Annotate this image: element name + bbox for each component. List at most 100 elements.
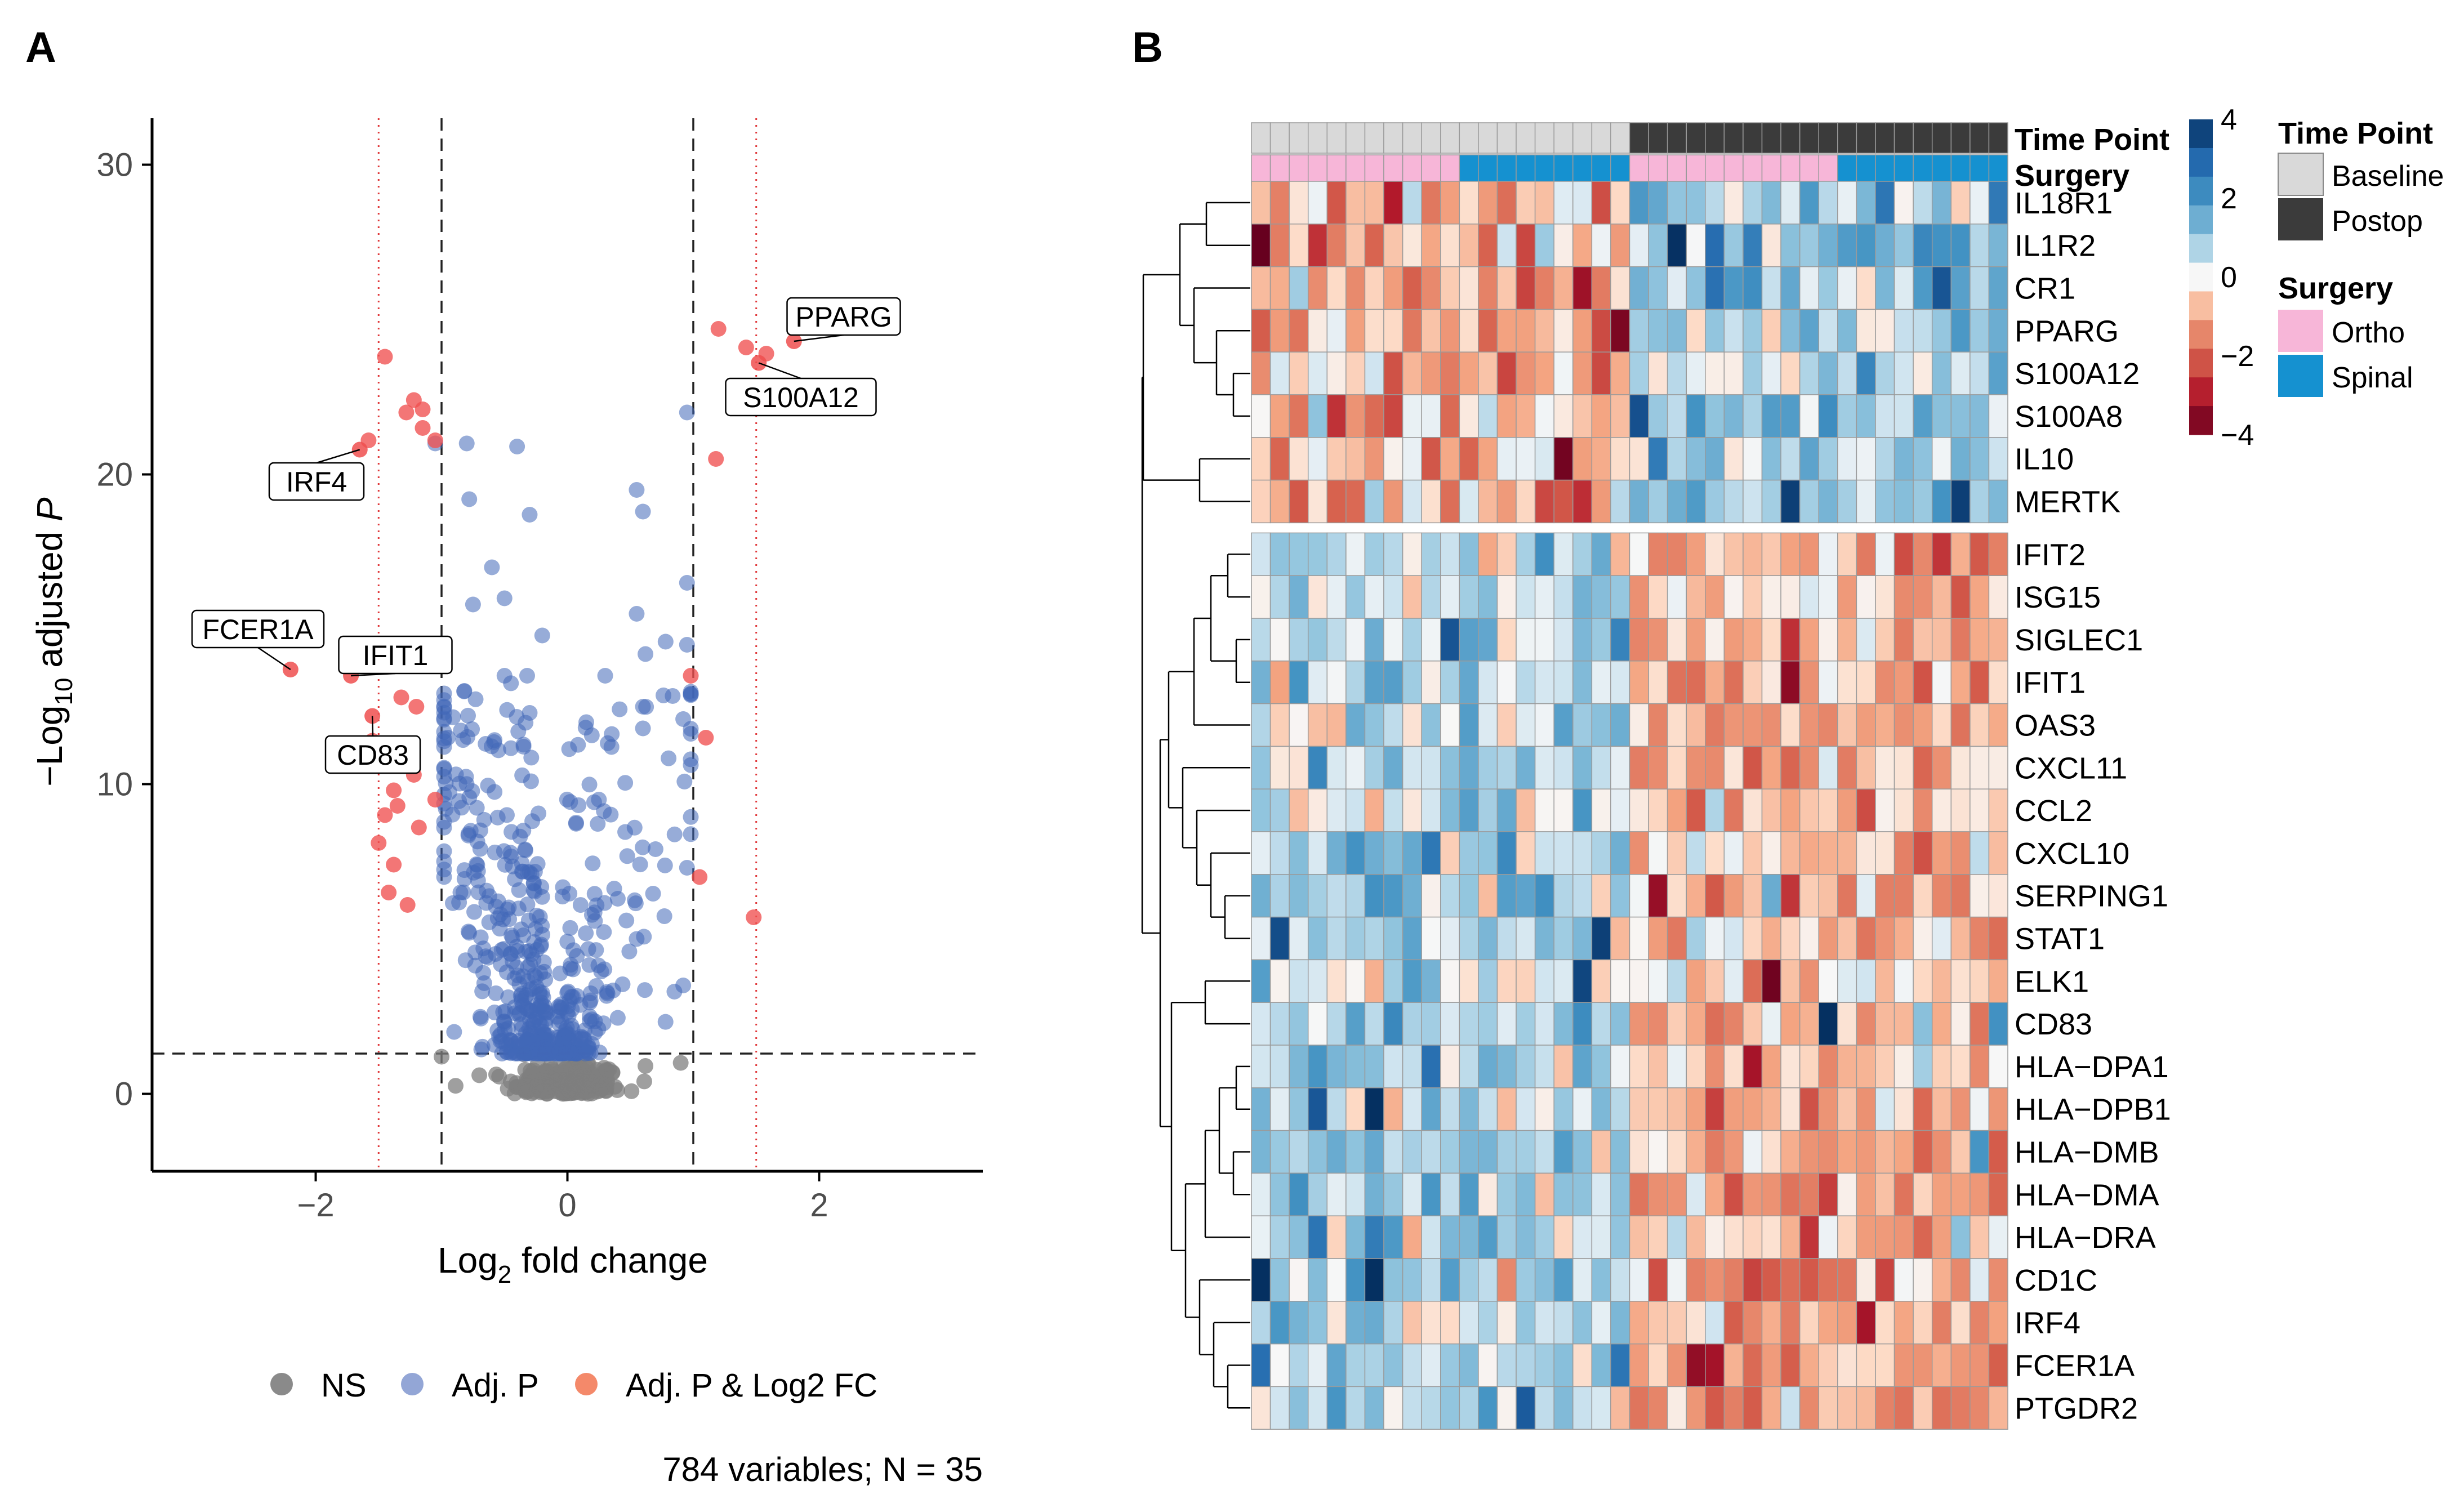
heatmap-cell bbox=[1307, 1301, 1328, 1345]
heatmap-cell bbox=[1402, 959, 1422, 1003]
adjp-point bbox=[565, 989, 581, 1005]
heatmap-cell bbox=[1686, 1172, 1706, 1216]
heatmap-cell bbox=[1364, 309, 1384, 353]
heatmap-cell bbox=[1837, 309, 1857, 353]
heatmap-cell bbox=[1950, 1172, 1971, 1216]
heatmap-cell bbox=[1269, 224, 1290, 267]
heatmap-cell bbox=[1364, 532, 1384, 576]
colorbar-band bbox=[2189, 205, 2213, 235]
heatmap-cell bbox=[1686, 266, 1706, 310]
heatmap-cell bbox=[1970, 1130, 1990, 1174]
adjp-point bbox=[464, 783, 480, 799]
heatmap-cell bbox=[1723, 746, 1744, 789]
heatmap-cell bbox=[1856, 1087, 1876, 1131]
heatmap-cell bbox=[1610, 309, 1630, 353]
heatmap-cell bbox=[1648, 479, 1668, 524]
heatmap-cell bbox=[1459, 479, 1479, 524]
heatmap-cell bbox=[1988, 1301, 2008, 1345]
heatmap-cell bbox=[1572, 618, 1593, 662]
heatmap-cell bbox=[1440, 746, 1460, 789]
heatmap-cell bbox=[1799, 479, 1820, 524]
heatmap-cell bbox=[1269, 1087, 1290, 1131]
heatmap-cell bbox=[1345, 1002, 1366, 1046]
heatmap-cell bbox=[1534, 1343, 1554, 1388]
heatmap-cell bbox=[1799, 1172, 1820, 1216]
surgery-cell bbox=[1516, 154, 1536, 186]
heatmap-cell bbox=[1950, 479, 1971, 524]
heatmap-cell bbox=[1591, 831, 1611, 875]
volcano-caption: 784 variables; N = 35 bbox=[662, 1451, 983, 1488]
heatmap-cell bbox=[1970, 1343, 1990, 1388]
heatmap-cell bbox=[1421, 916, 1441, 961]
heatmap-cell bbox=[1893, 1002, 1914, 1046]
heatmap: IL18R1IL1R2CR1PPARGS100A12S100A8IL10MERT… bbox=[1141, 104, 2444, 1430]
adjp-point bbox=[626, 819, 643, 836]
heatmap-cell bbox=[1364, 788, 1384, 832]
heatmap-cell bbox=[1553, 703, 1574, 747]
heatmap-cell bbox=[1988, 181, 2008, 225]
heatmap-cell bbox=[1269, 1386, 1290, 1430]
heatmap-cell bbox=[1723, 351, 1744, 395]
heatmap-cell bbox=[1893, 1215, 1914, 1259]
heatmap-cell bbox=[1364, 1258, 1384, 1302]
time-point-cell bbox=[1988, 122, 2008, 154]
heatmap-cell bbox=[1667, 224, 1687, 267]
heatmap-cell bbox=[1326, 181, 1347, 225]
label-box bbox=[268, 462, 365, 501]
heatmap-cell bbox=[1591, 351, 1611, 395]
heatmap-cell bbox=[1478, 703, 1498, 747]
heatmap-cell bbox=[1988, 661, 2008, 704]
heatmap-cell bbox=[1307, 309, 1328, 353]
heatmap-cell bbox=[1875, 746, 1895, 789]
heatmap-cell bbox=[1761, 1130, 1781, 1174]
heatmap-cell bbox=[1610, 1172, 1630, 1216]
heatmap-cell bbox=[1837, 1386, 1857, 1430]
volcano-points bbox=[282, 321, 802, 1102]
heatmap-cell bbox=[1950, 575, 1971, 619]
heatmap-cell bbox=[1402, 479, 1422, 524]
heatmap-cell bbox=[1326, 831, 1347, 875]
heatmap-cell bbox=[1591, 1002, 1611, 1046]
heatmap-cell bbox=[1251, 874, 1271, 918]
adjp-point bbox=[456, 862, 473, 878]
heatmap-cell bbox=[1383, 746, 1403, 789]
time-point-cell bbox=[1931, 122, 1952, 154]
heatmap-cell bbox=[1591, 266, 1611, 310]
heatmap-cell bbox=[1743, 309, 1763, 353]
heatmap-cell bbox=[1988, 1087, 2008, 1131]
heatmap-cell bbox=[1289, 1045, 1309, 1088]
colorbar-tick-label: 4 bbox=[2221, 104, 2237, 136]
heatmap-cell bbox=[1970, 532, 1990, 576]
heatmap-cell bbox=[1743, 874, 1763, 918]
adjp-fc-point bbox=[427, 432, 443, 448]
heatmap-cell bbox=[1251, 575, 1271, 619]
heatmap-cell bbox=[1931, 661, 1952, 704]
heatmap-cell bbox=[1251, 1002, 1271, 1046]
heatmap-cell bbox=[1913, 1087, 1933, 1131]
heatmap-cell bbox=[1269, 618, 1290, 662]
heatmap-cell bbox=[1818, 309, 1838, 353]
point-label: IRF4 bbox=[286, 466, 347, 498]
heatmap-cell bbox=[1307, 1087, 1328, 1131]
heatmap-cell bbox=[1496, 1215, 1517, 1259]
heatmap-cell bbox=[1648, 437, 1668, 481]
heatmap-cell bbox=[1667, 1258, 1687, 1302]
heatmap-cell bbox=[1269, 1343, 1290, 1388]
surgery-cell bbox=[1440, 154, 1460, 186]
time-point-cell bbox=[1743, 122, 1763, 154]
adjp-point bbox=[679, 404, 695, 421]
heatmap-cell bbox=[1893, 1343, 1914, 1388]
heatmap-cell bbox=[1875, 916, 1895, 961]
adjp-point bbox=[597, 668, 613, 684]
heatmap-cell bbox=[1818, 916, 1838, 961]
heatmap-cell bbox=[1269, 1215, 1290, 1259]
heatmap-cell bbox=[1875, 394, 1895, 438]
heatmap-cell bbox=[1516, 746, 1536, 789]
heatmap-cell bbox=[1289, 1343, 1309, 1388]
heatmap-cell bbox=[1667, 532, 1687, 576]
heatmap-cell bbox=[1591, 1301, 1611, 1345]
heatmap-cell bbox=[1818, 1215, 1838, 1259]
adjp-point bbox=[583, 907, 600, 923]
heatmap-cell bbox=[1289, 266, 1309, 310]
heatmap-cell bbox=[1534, 831, 1554, 875]
